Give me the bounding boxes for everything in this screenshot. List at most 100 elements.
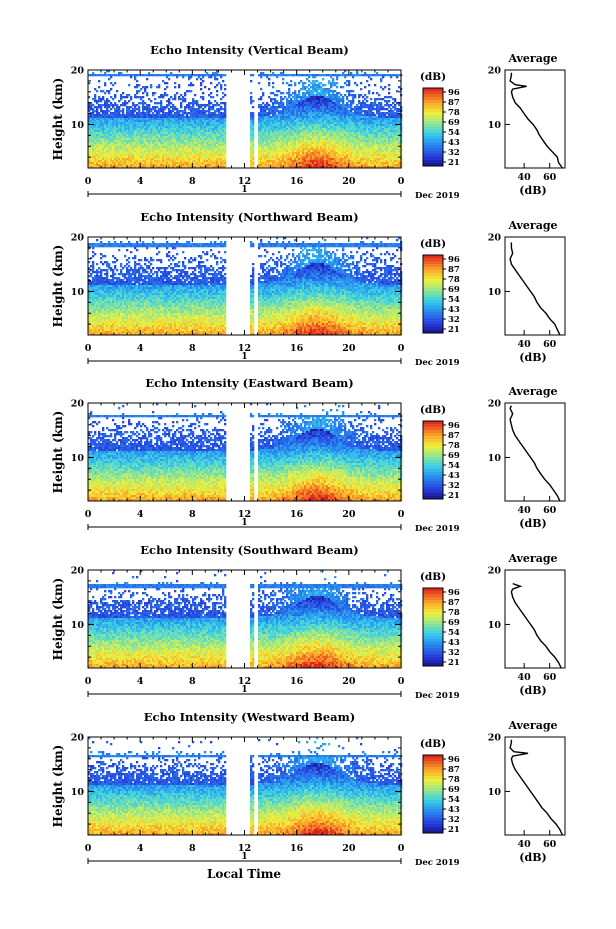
colorbar-segment bbox=[423, 97, 443, 100]
y-axis-label: Height (km) bbox=[51, 578, 65, 661]
colorbar-tick-label: 32 bbox=[448, 148, 460, 158]
average-title: Average bbox=[507, 719, 557, 732]
heatmap bbox=[88, 737, 402, 835]
colorbar-tick-label: 54 bbox=[448, 295, 460, 305]
panel-title: Echo Intensity (Southward Beam) bbox=[140, 543, 358, 557]
colorbar-segment bbox=[423, 478, 443, 481]
x-tick-label: 0 bbox=[85, 176, 92, 187]
average-y-tick-label: 10 bbox=[488, 787, 502, 798]
colorbar-segment bbox=[423, 433, 443, 436]
colorbar-segment bbox=[423, 755, 443, 758]
colorbar-tick-label: 43 bbox=[448, 305, 460, 315]
colorbar-segment bbox=[423, 282, 443, 285]
colorbar-segment bbox=[423, 645, 443, 648]
average-frame bbox=[505, 70, 565, 168]
colorbar-segment bbox=[423, 276, 443, 279]
colorbar-tick-label: 43 bbox=[448, 471, 460, 481]
colorbar-tick-label: 78 bbox=[448, 275, 460, 285]
colorbar-tick-label: 69 bbox=[448, 451, 460, 461]
colorbar-tick-label: 32 bbox=[448, 815, 460, 825]
colorbar-segment bbox=[423, 439, 443, 442]
colorbar-segment bbox=[423, 588, 443, 591]
x-tick-label: 20 bbox=[342, 509, 356, 520]
y-axis-label: Height (km) bbox=[51, 745, 65, 828]
colorbar-tick-label: 96 bbox=[448, 255, 460, 265]
colorbar-segment bbox=[423, 803, 443, 806]
average-y-tick-label: 20 bbox=[488, 566, 502, 577]
colorbar-segment bbox=[423, 327, 443, 330]
colorbar-segment bbox=[423, 118, 443, 121]
colorbar-segment bbox=[423, 448, 443, 451]
average-frame bbox=[505, 403, 565, 501]
colorbar-segment bbox=[423, 267, 443, 270]
colorbar-segment bbox=[423, 294, 443, 297]
colorbar-tick-label: 78 bbox=[448, 441, 460, 451]
colorbar-segment bbox=[423, 764, 443, 767]
panel-4: Echo Intensity (Westward Beam)2010Height… bbox=[51, 710, 565, 868]
x-tick-label: 0 bbox=[85, 843, 92, 854]
average-y-tick-label: 20 bbox=[488, 399, 502, 410]
heatmap bbox=[88, 570, 402, 668]
average-y-tick-label: 10 bbox=[488, 453, 502, 464]
colorbar-segment bbox=[423, 424, 443, 427]
x-tick-label: 0 bbox=[85, 676, 92, 687]
panel-0: Echo Intensity (Vertical Beam)2010Height… bbox=[51, 43, 565, 201]
average-x-label: (dB) bbox=[519, 184, 546, 197]
colorbar-segment bbox=[423, 273, 443, 276]
colorbar-segment bbox=[423, 815, 443, 818]
x-tick-label: 4 bbox=[137, 343, 144, 354]
colorbar-unit: (dB) bbox=[420, 238, 446, 250]
colorbar-tick-label: 43 bbox=[448, 638, 460, 648]
colorbar-tick-label: 96 bbox=[448, 88, 460, 98]
colorbar-segment bbox=[423, 806, 443, 809]
colorbar-segment bbox=[423, 112, 443, 115]
colorbar bbox=[423, 255, 443, 333]
day-label: 1 bbox=[241, 518, 247, 528]
x-tick-label: 8 bbox=[189, 176, 196, 187]
colorbar-segment bbox=[423, 421, 443, 424]
y-tick-label: 10 bbox=[71, 620, 85, 631]
y-tick-label: 20 bbox=[71, 566, 85, 577]
colorbar-segment bbox=[423, 761, 443, 764]
colorbar-segment bbox=[423, 824, 443, 827]
x-tick-label: 16 bbox=[290, 843, 304, 854]
average-y-tick-label: 10 bbox=[488, 620, 502, 631]
colorbar-segment bbox=[423, 591, 443, 594]
average-frame bbox=[505, 237, 565, 335]
colorbar-segment bbox=[423, 436, 443, 439]
colorbar-segment bbox=[423, 463, 443, 466]
colorbar-segment bbox=[423, 94, 443, 97]
average-x-label: (dB) bbox=[519, 851, 546, 864]
average-x-tick-label: 60 bbox=[543, 839, 557, 850]
colorbar-tick-label: 54 bbox=[448, 461, 460, 471]
average-title: Average bbox=[507, 219, 557, 232]
day-label: 1 bbox=[241, 185, 247, 195]
colorbar-segment bbox=[423, 264, 443, 267]
colorbar-segment bbox=[423, 270, 443, 273]
colorbar-segment bbox=[423, 636, 443, 639]
colorbar-tick-label: 87 bbox=[448, 598, 460, 608]
colorbar-segment bbox=[423, 318, 443, 321]
colorbar-segment bbox=[423, 136, 443, 139]
colorbar-segment bbox=[423, 660, 443, 663]
colorbar-segment bbox=[423, 300, 443, 303]
colorbar-segment bbox=[423, 285, 443, 288]
colorbar-segment bbox=[423, 454, 443, 457]
colorbar-segment bbox=[423, 633, 443, 636]
average-x-tick-label: 40 bbox=[518, 505, 532, 516]
colorbar-segment bbox=[423, 121, 443, 124]
x-tick-label: 20 bbox=[342, 176, 356, 187]
average-profile-line bbox=[510, 242, 560, 335]
colorbar-segment bbox=[423, 827, 443, 830]
average-x-tick-label: 60 bbox=[543, 505, 557, 516]
colorbar-segment bbox=[423, 124, 443, 127]
colorbar-segment bbox=[423, 139, 443, 142]
colorbar-tick-label: 96 bbox=[448, 755, 460, 765]
colorbar-segment bbox=[423, 297, 443, 300]
y-tick-label: 20 bbox=[71, 733, 85, 744]
average-x-tick-label: 40 bbox=[518, 839, 532, 850]
colorbar-segment bbox=[423, 618, 443, 621]
panel-3: Echo Intensity (Southward Beam) 20 10 Heigh… bbox=[51, 543, 565, 701]
average-profile-line bbox=[511, 584, 561, 668]
colorbar-unit: (dB) bbox=[420, 71, 446, 83]
